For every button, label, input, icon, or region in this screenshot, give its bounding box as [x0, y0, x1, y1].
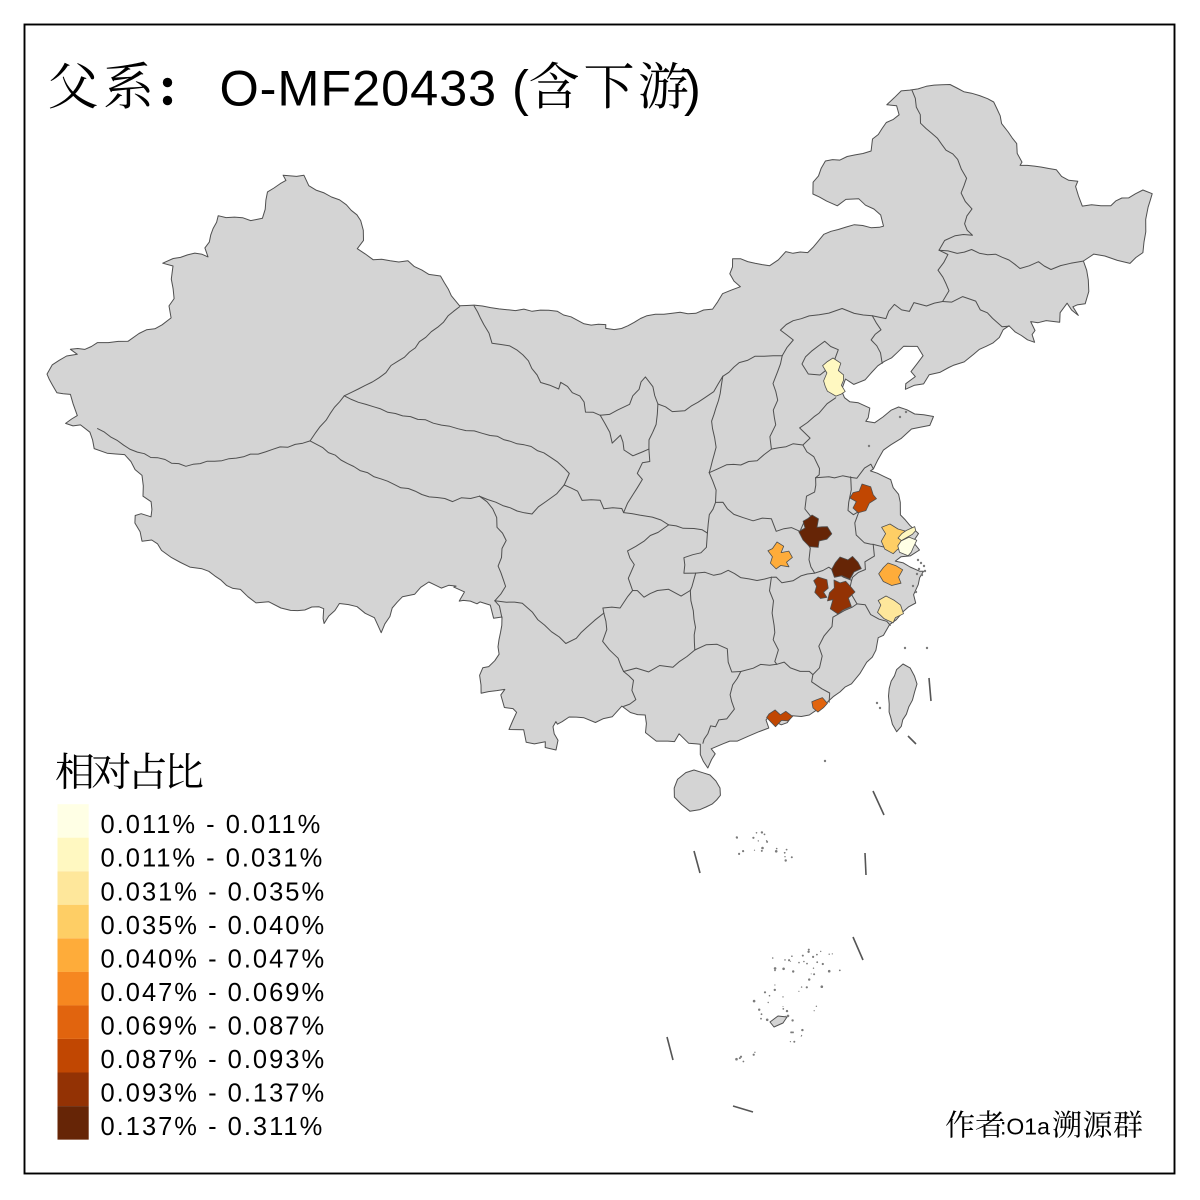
svg-text:0.035% - 0.040%: 0.035% - 0.040%: [101, 912, 327, 940]
svg-text:0.087% - 0.093%: 0.087% - 0.093%: [101, 1046, 327, 1074]
svg-text:0.011% - 0.031%: 0.011% - 0.031%: [101, 845, 325, 873]
svg-text:O-MF20433 (: O-MF20433 (: [220, 60, 530, 117]
svg-text:0.047% - 0.069%: 0.047% - 0.069%: [101, 979, 327, 1007]
svg-text:0.040% - 0.047%: 0.040% - 0.047%: [101, 945, 327, 973]
svg-text:0.069% - 0.087%: 0.069% - 0.087%: [101, 1012, 327, 1040]
svg-text::O1a: :O1a: [1000, 1114, 1050, 1140]
svg-text:0.137% - 0.311%: 0.137% - 0.311%: [101, 1113, 325, 1141]
svg-text:0.093% - 0.137%: 0.093% - 0.137%: [101, 1080, 327, 1108]
svg-text:): ): [684, 60, 701, 117]
svg-text:0.011% - 0.011%: 0.011% - 0.011%: [101, 811, 323, 839]
svg-text:0.031% - 0.035%: 0.031% - 0.035%: [101, 878, 327, 906]
